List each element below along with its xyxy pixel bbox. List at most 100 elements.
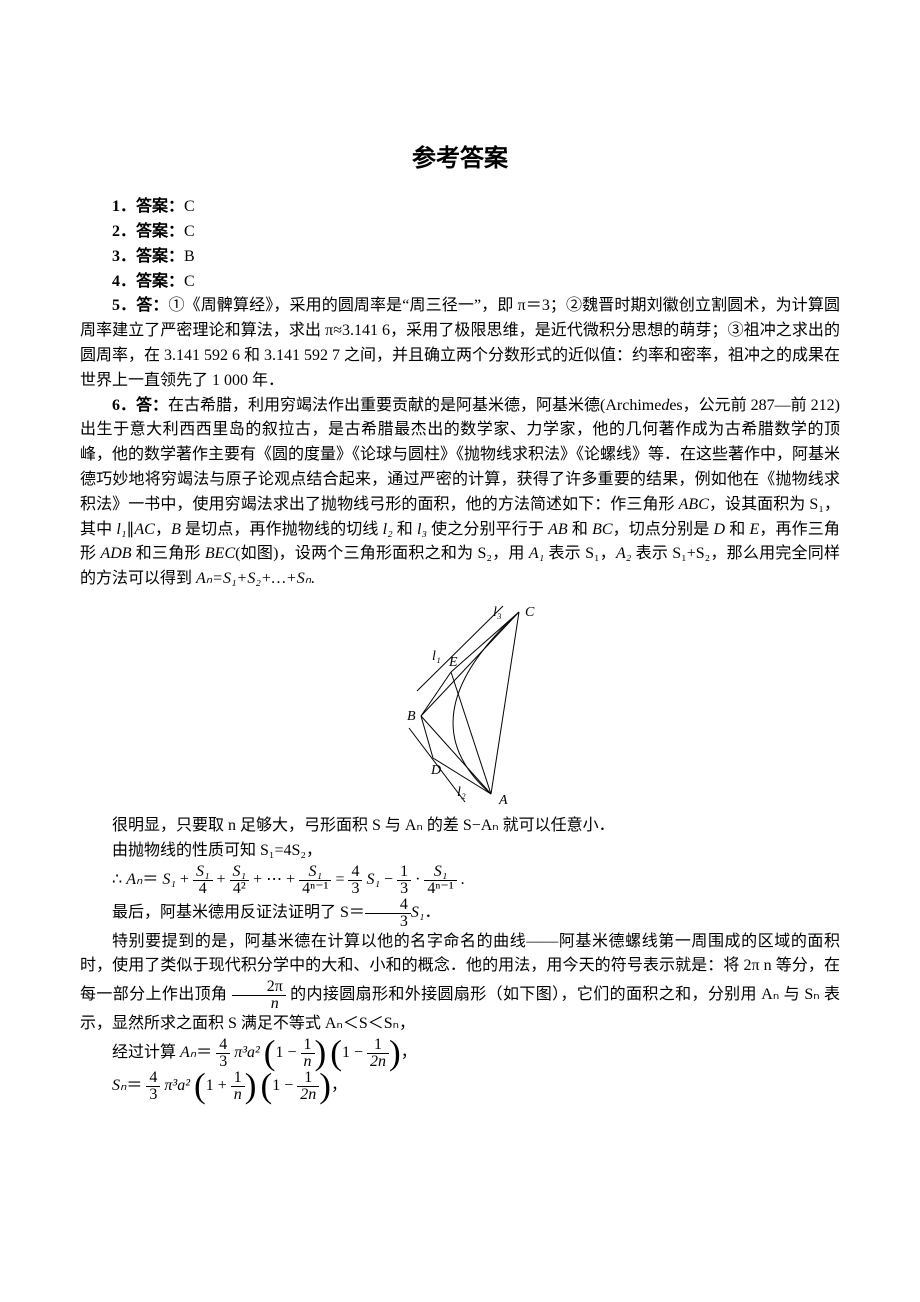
svg-text:l₃: l₃ <box>493 605 502 620</box>
an-43: 43 <box>216 1037 230 1070</box>
answer-value: C <box>184 273 195 290</box>
q6-bec: BEC <box>205 545 235 562</box>
sn-paren2: (1 − 12n) <box>260 1070 330 1103</box>
parabola-diagram: ABCDEl₁l₂l₃ <box>375 598 545 808</box>
num: 1 <box>367 1037 389 1054</box>
frac-s1-4n1: S₁4ⁿ⁻¹ <box>299 864 331 897</box>
eq-an-series: ∴ Aₙ＝ S₁ + S₁4 + S₁4² + ⋯ + S₁4ⁿ⁻¹ = 43 … <box>112 864 840 897</box>
an-lhs2: Aₙ <box>180 1044 196 1061</box>
q6-a2: A₂ <box>616 545 631 562</box>
den: 4 <box>193 881 213 897</box>
num: S₁ <box>193 864 213 881</box>
answer-line: 4．答案：C <box>80 270 840 295</box>
q5-body: ①《周髀算经》，采用的圆周率是“周三径一”，即 π＝3；②魏晋时期刘徽创立割圆术… <box>80 297 840 388</box>
q6-e: E <box>749 521 759 538</box>
q6-label: 6．答： <box>112 397 168 414</box>
frac-2pi-n: 2πn <box>232 979 286 1012</box>
therefore: ∴ <box>112 871 122 888</box>
sn-pi3a2: π³a² <box>164 1077 190 1094</box>
num: 4 <box>216 1037 230 1054</box>
den: 4ⁿ⁻¹ <box>299 881 331 897</box>
frac-1-3: 13 <box>397 864 411 897</box>
q6-a1: A₁ <box>529 545 544 562</box>
q6-t4: ， <box>155 521 171 538</box>
svg-text:E: E <box>448 655 458 670</box>
num: 2π <box>232 979 286 996</box>
den: 2n <box>367 1054 389 1070</box>
q6-t5: 是切点，再作抛物线的切线 <box>181 521 383 538</box>
frac-s1-4: S₁4 <box>193 864 213 897</box>
svg-text:C: C <box>525 605 535 620</box>
eq-an-formula: 经过计算 Aₙ＝ 43 π³a² (1 − 1n) (1 − 12n)， <box>112 1037 840 1070</box>
sn-lhs: Sₙ <box>112 1077 126 1094</box>
answer-label: 2．答案： <box>112 223 184 240</box>
q6-bc: BC <box>592 521 612 538</box>
s1-c: S₁ <box>411 904 425 921</box>
an-paren1: (1 − 1n) <box>264 1037 326 1070</box>
answer-label: 4．答案： <box>112 273 184 290</box>
q6: 6．答：在古希腊，利用穷竭法作出重要贡献的是阿基米德，阿基米德(Archimed… <box>80 394 840 592</box>
num: S₁ <box>424 864 456 881</box>
num: 4 <box>348 864 362 881</box>
q6-abc: ABC <box>679 496 709 513</box>
num: 1 <box>297 1070 319 1087</box>
num: S₁ <box>299 864 331 881</box>
s1-a: S₁ <box>162 871 176 888</box>
q6-t13: (如图)，设两个三角形面积之和为 S₂，用 <box>235 545 529 562</box>
page-title: 参考答案 <box>80 140 840 177</box>
svg-text:B: B <box>407 709 416 724</box>
short-answers: 1．答案：C2．答案：C3．答案：B4．答案：C <box>80 195 840 294</box>
q6-b: B <box>171 521 181 538</box>
answer-value: B <box>184 248 195 265</box>
s1-b: S₁ <box>366 871 380 888</box>
q6-l3: l₃ <box>417 521 427 538</box>
answer-label: 1．答案： <box>112 198 184 215</box>
frac-s1-42: S₁4² <box>230 864 250 897</box>
spiral-para: 特别要提到的是，阿基米德在计算以他的名字命名的曲线——阿基米德螺线第一周围成的区… <box>80 930 840 1037</box>
den: 3 <box>365 914 411 930</box>
q6-ab: AB <box>548 521 568 538</box>
den: 4ⁿ⁻¹ <box>424 881 456 897</box>
dot: · <box>415 871 424 888</box>
den: 2n <box>297 1087 319 1103</box>
q6-t10: 和 <box>725 521 749 538</box>
num: 4 <box>365 897 411 914</box>
q6-t1: 在古希腊，利用穷竭法作出重要贡献的是阿基米德，阿基米德(Archime <box>168 397 661 414</box>
den: n <box>232 996 286 1012</box>
an-pi3a2: π³a² <box>234 1044 260 1061</box>
answer-value: C <box>184 198 195 215</box>
parabola-diagram-wrap: ABCDEl₁l₂l₃ <box>80 598 840 808</box>
q6-l1: l₁ <box>116 521 126 538</box>
sn-paren1: (1 + 1n) <box>194 1070 256 1103</box>
finally-post: ． <box>424 904 440 921</box>
svg-text:l₁: l₁ <box>432 649 441 664</box>
q6-t8: 和 <box>568 521 592 538</box>
eqs: = <box>335 871 348 888</box>
den: 3 <box>348 881 362 897</box>
line-parabola: 由抛物线的性质可知 S₁=4S₂， <box>80 839 840 864</box>
den: 3 <box>397 881 411 897</box>
eq-sn-formula: Sₙ＝ 43 π³a² (1 + 1n) (1 − 12n)， <box>112 1070 840 1103</box>
den: 4² <box>230 881 250 897</box>
den: n <box>301 1054 315 1070</box>
svg-text:D: D <box>430 763 441 778</box>
num: 4 <box>146 1070 160 1087</box>
q6-adb: ADB <box>100 545 131 562</box>
num: 1 <box>301 1037 315 1054</box>
finally-pre: 最后，阿基米德用反证法证明了 S＝ <box>112 904 365 921</box>
den: n <box>231 1087 245 1103</box>
frac-4-3-s1: 43 <box>365 897 411 930</box>
q6-t12: 和三角形 <box>132 545 205 562</box>
q5-label: 5．答： <box>112 297 168 314</box>
q5: 5．答：①《周髀算经》，采用的圆周率是“周三径一”，即 π＝3；②魏晋时期刘徽创… <box>80 294 840 393</box>
den: 3 <box>216 1054 230 1070</box>
dots: + ⋯ + <box>253 871 299 888</box>
num: 1 <box>231 1070 245 1087</box>
line-obvious: 很明显，只要取 n 足够大，弓形面积 S 与 Aₙ 的差 S−Aₙ 就可以任意小… <box>80 814 840 839</box>
q6-ac: AC <box>134 521 154 538</box>
sn-43: 43 <box>146 1070 160 1103</box>
q6-t6: 和 <box>393 521 417 538</box>
an-lhs: Aₙ <box>126 871 142 888</box>
q6-t9: ，切点分别是 <box>613 521 714 538</box>
q6-t14: 表示 S₁， <box>544 545 616 562</box>
